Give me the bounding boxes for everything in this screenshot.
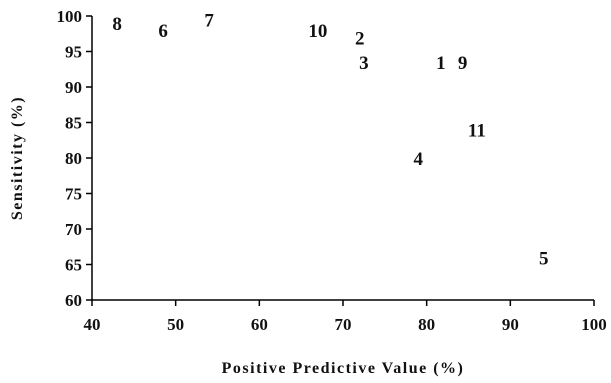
x-axis-title: Positive Predictive Value (%) [222,360,465,377]
y-axis-title: Sensitivity (%) [9,96,26,220]
data-point-label-5: 5 [539,248,549,269]
x-tick-label: 50 [167,315,184,334]
x-tick-label: 80 [418,315,435,334]
x-tick-label: 40 [84,315,101,334]
y-axis-ticks: 60 65 70 75 80 85 90 95 100 [57,7,92,310]
y-tick-label: 95 [65,43,82,62]
x-tick-label: 100 [581,315,607,334]
y-tick-label: 65 [65,256,82,275]
y-tick-label: 100 [57,7,83,26]
data-point-label-11: 11 [468,121,486,142]
y-tick-label: 80 [65,149,82,168]
x-tick-label: 90 [502,315,519,334]
x-tick-label: 70 [335,315,352,334]
x-axis-ticks: 40 50 60 70 80 90 100 [84,300,607,334]
data-point-label-7: 7 [204,11,214,32]
data-point-label-2: 2 [355,28,365,49]
data-points: 8 6 7 10 2 3 1 9 11 4 5 [112,11,548,270]
data-point-label-6: 6 [158,21,168,42]
data-point-label-3: 3 [359,53,369,74]
y-tick-label: 85 [65,114,82,133]
y-tick-label: 75 [65,185,82,204]
y-tick-label: 60 [65,291,82,310]
data-point-label-1: 1 [436,53,446,74]
x-tick-label: 60 [251,315,268,334]
data-point-label-4: 4 [414,149,424,170]
y-tick-label: 70 [65,220,82,239]
data-point-label-9: 9 [458,53,468,74]
data-point-label-10: 10 [308,21,327,42]
y-tick-label: 90 [65,78,82,97]
data-point-label-8: 8 [112,14,122,35]
